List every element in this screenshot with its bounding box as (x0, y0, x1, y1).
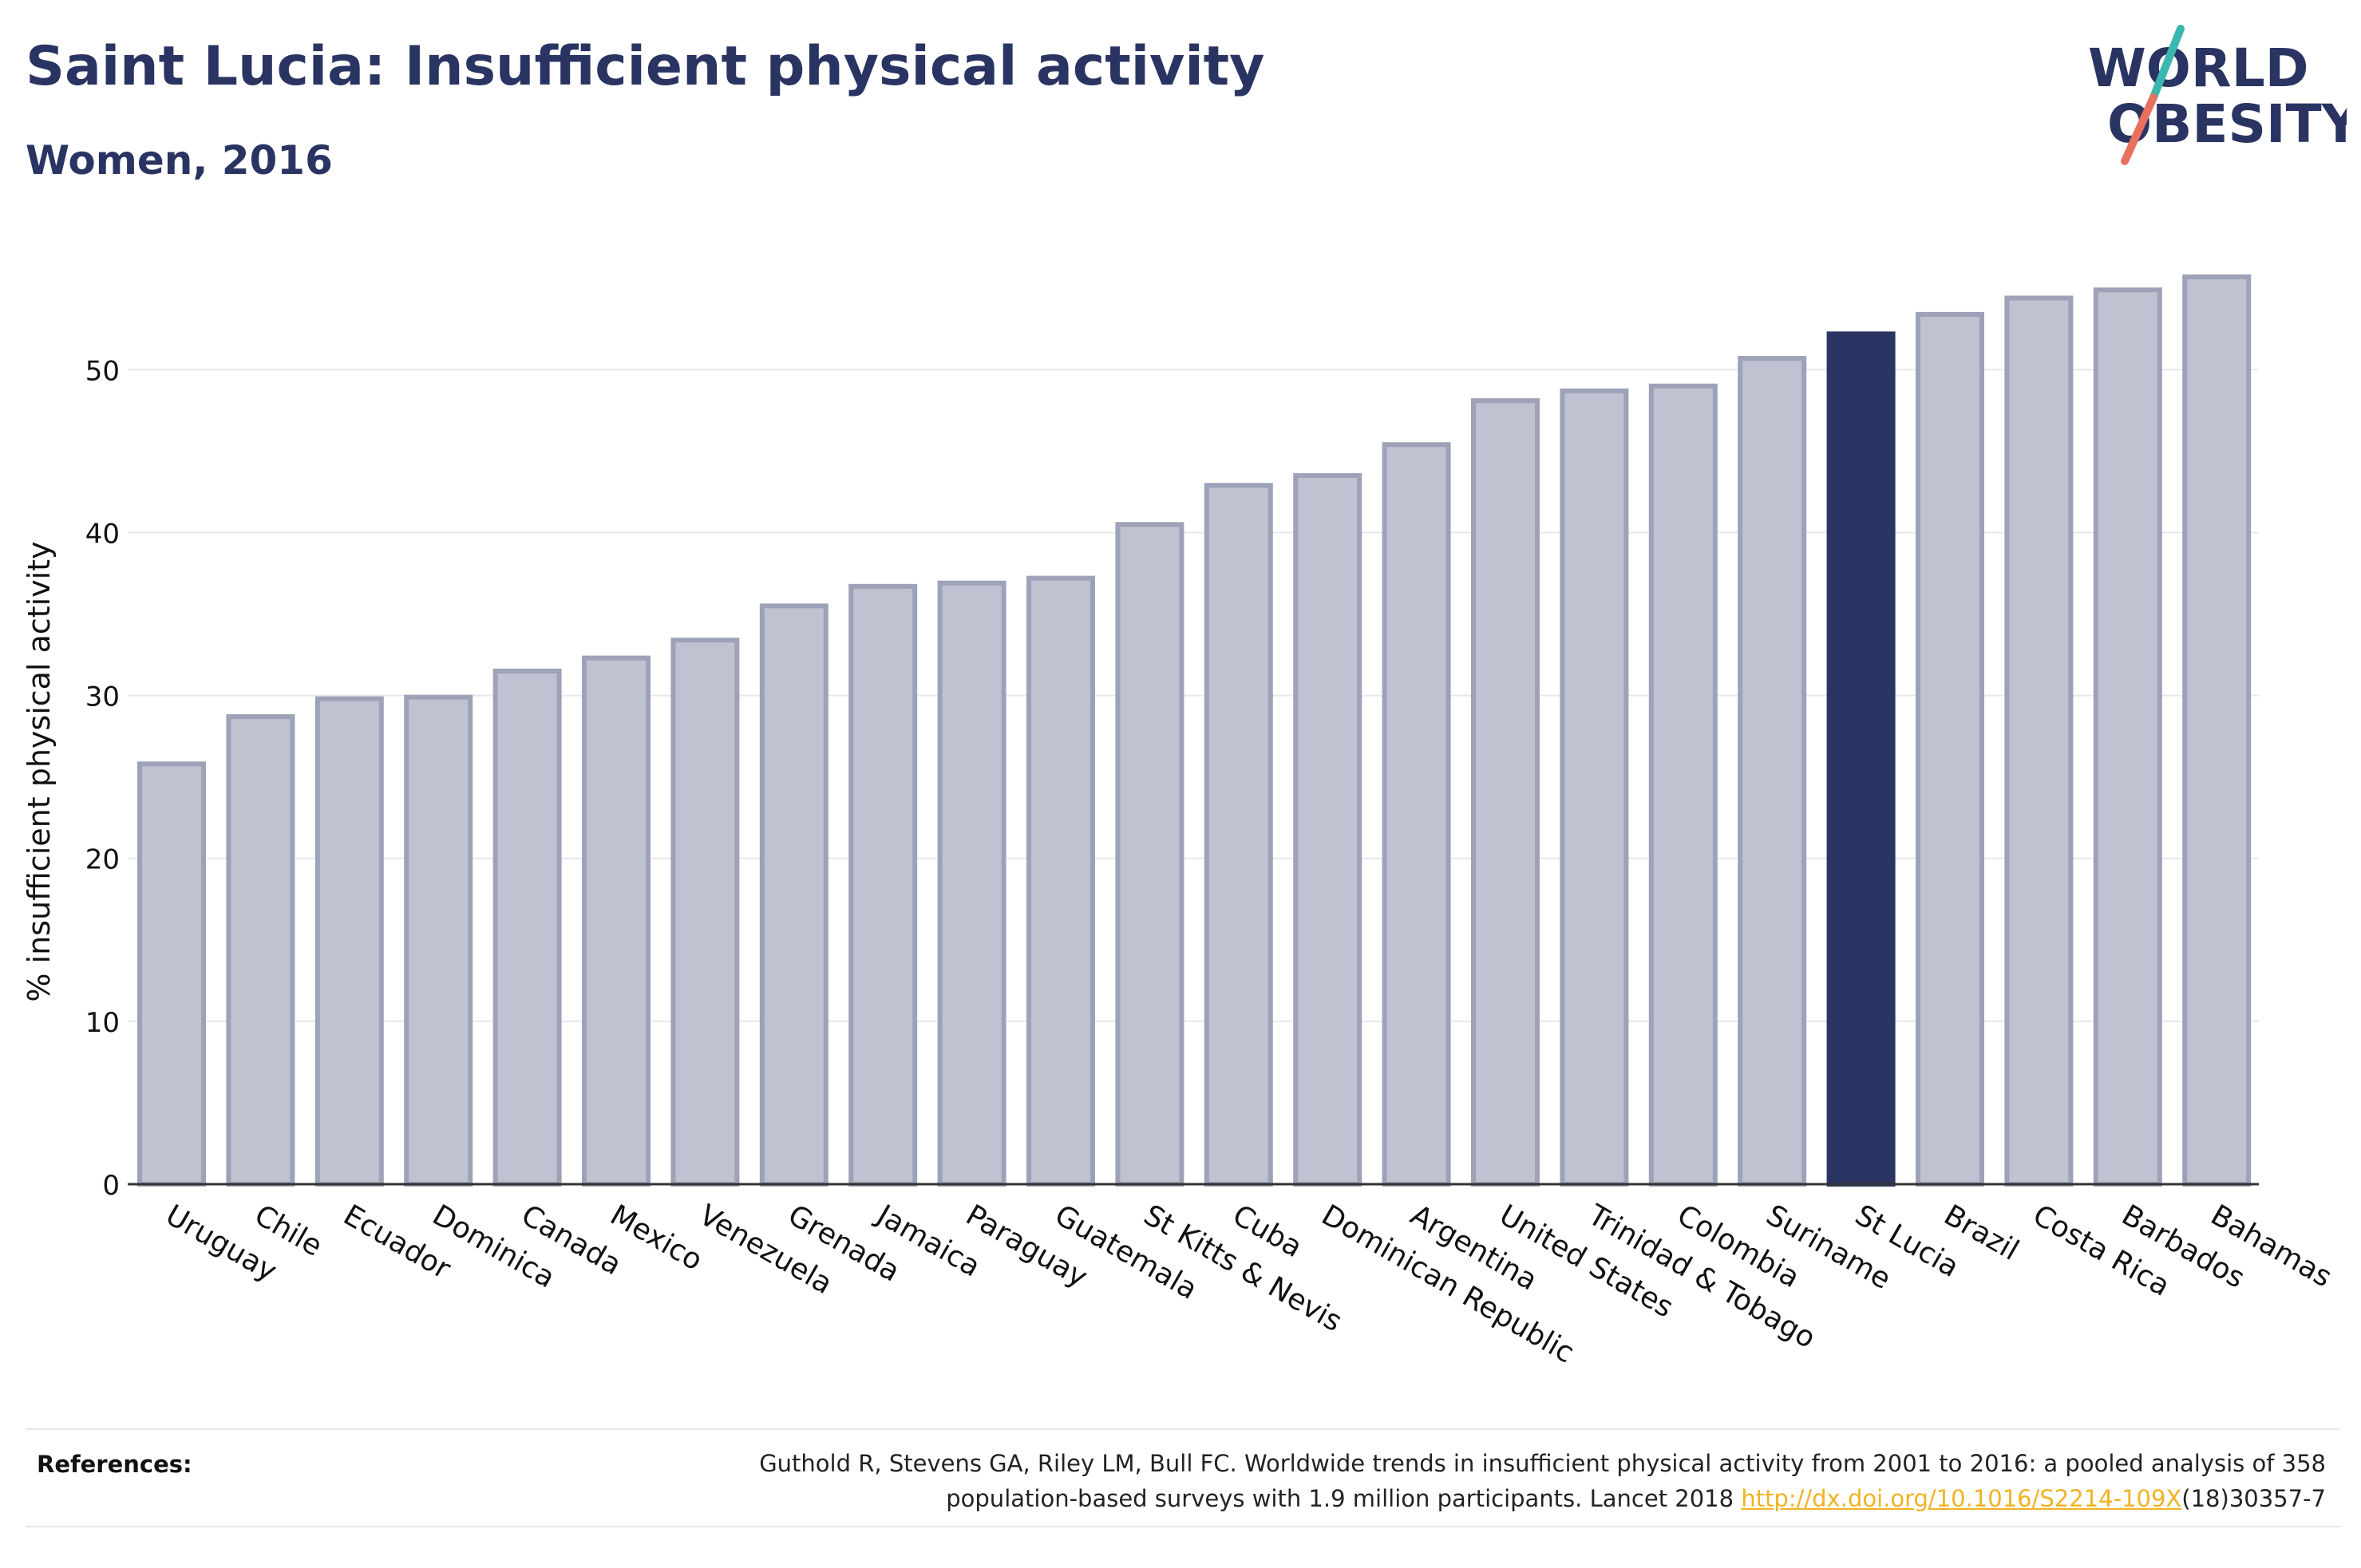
gridlines (128, 369, 2259, 1022)
reference-doi-link[interactable]: http://dx.doi.org/10.1016/S2214-109X (1741, 1485, 2182, 1512)
y-tick-label: 50 (85, 355, 120, 387)
y-tick-label: 40 (85, 518, 120, 550)
bar-ecuador (314, 696, 384, 1187)
bar-costa-rica (2004, 295, 2074, 1187)
bar-suriname (1738, 356, 1807, 1187)
bar-barbados (2093, 287, 2162, 1187)
bar-mexico (582, 655, 651, 1187)
bar-paraguay (937, 580, 1006, 1187)
logo-word-world: WORLD (2088, 38, 2309, 99)
bar-cuba (1204, 483, 1273, 1187)
logo-slash-coral (2121, 93, 2157, 165)
reference-line-2-post: (18)30357-7 (2181, 1485, 2326, 1512)
y-tick-label: 0 (102, 1170, 120, 1202)
y-tick-label: 10 (85, 1007, 120, 1039)
reference-line-2-pre: population-based surveys with 1.9 millio… (946, 1485, 1742, 1512)
y-tick-label: 20 (85, 844, 120, 876)
bar-united-states (1471, 398, 1540, 1187)
bar-jamaica (848, 583, 918, 1187)
bar-dominica (404, 694, 473, 1187)
chart-title: Saint Lucia: Insufficient physical activ… (26, 35, 1265, 98)
bar-chile (226, 714, 295, 1187)
bar-guatemala (1026, 575, 1095, 1187)
bar-brazil (1916, 311, 1984, 1187)
chart-subtitle: Women, 2016 (26, 137, 333, 184)
bar-venezuela (670, 638, 740, 1187)
bar-st-lucia (1826, 331, 1896, 1187)
bar-uruguay (137, 761, 206, 1187)
bar-bahamas (2182, 274, 2252, 1187)
bar-grenada (759, 603, 829, 1187)
y-tick-label: 30 (85, 681, 120, 713)
reference-citation: Guthold R, Stevens GA, Riley LM, Bull FC… (490, 1446, 2326, 1516)
bar-st-kitts-nevis (1115, 522, 1184, 1187)
reference-line-1: Guthold R, Stevens GA, Riley LM, Bull FC… (759, 1450, 2326, 1477)
logo-slash-teal (2149, 25, 2185, 101)
references-label: References: (37, 1451, 192, 1478)
bar-argentina (1382, 442, 1451, 1187)
footer-divider-bottom (26, 1526, 2340, 1527)
y-tick-labels: 0 10 20 30 40 50 (85, 355, 120, 1202)
bar-colombia (1648, 383, 1718, 1187)
y-axis-label: % insufficient physical activity (22, 541, 57, 1001)
bar-dominican-republic (1293, 473, 1362, 1187)
x-tick-label: Mexico (605, 1199, 708, 1277)
bar-trinidad-tobago (1560, 388, 1629, 1187)
footer-divider-top (26, 1428, 2340, 1430)
bar-canada (492, 668, 562, 1187)
world-obesity-logo: WORLD OBESITY (2088, 25, 2347, 165)
bars (137, 274, 2252, 1187)
